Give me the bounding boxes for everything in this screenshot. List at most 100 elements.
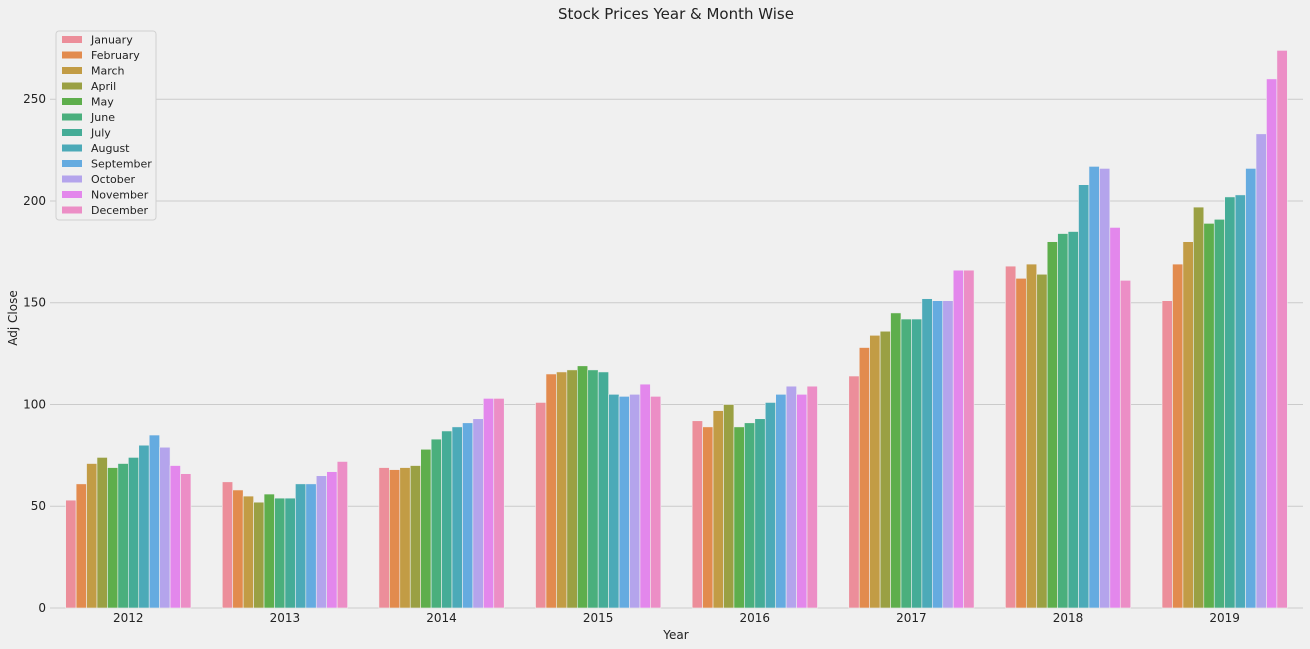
bar-2016-february	[702, 426, 714, 609]
legend-swatch	[62, 67, 82, 74]
bar-2018-july	[1067, 231, 1079, 609]
bar-2016-march	[712, 410, 724, 609]
bar-2018-march	[1025, 263, 1038, 609]
bar-2017-april	[879, 330, 891, 609]
bar-2012-november	[169, 465, 181, 609]
bar-2016-april	[723, 404, 735, 609]
y-tick-label: 150	[23, 296, 46, 310]
bar-2013-february	[232, 489, 244, 609]
legend-label: July	[90, 127, 111, 140]
bar-2015-october	[629, 394, 641, 609]
bar-2014-november	[483, 398, 495, 609]
legend-swatch	[62, 191, 82, 198]
bar-2018-december	[1119, 280, 1132, 609]
bar-2018-april	[1036, 273, 1048, 609]
bar-2019-december	[1276, 50, 1288, 609]
bar-2013-march	[242, 495, 254, 609]
legend-label: May	[91, 96, 114, 109]
bar-2015-september	[618, 396, 630, 609]
legend-swatch	[62, 144, 82, 152]
bar-2019-august	[1234, 194, 1246, 609]
legend-swatch	[62, 82, 82, 90]
bar-2012-august	[138, 444, 150, 609]
bar-2014-march	[399, 467, 411, 609]
bar-2019-may	[1203, 223, 1215, 609]
bar-2012-december	[180, 473, 192, 609]
bar-2012-september	[148, 434, 160, 609]
x-tick-label: 2017	[896, 611, 927, 625]
bar-2013-september	[305, 483, 317, 609]
bar-2017-december	[963, 269, 975, 609]
bar-2018-august	[1078, 184, 1090, 609]
bar-2017-january	[848, 375, 860, 609]
bar-2015-march	[556, 371, 568, 609]
bar-2013-april	[253, 501, 265, 609]
bar-2018-may	[1046, 241, 1058, 609]
bars	[65, 50, 1288, 609]
legend-label: October	[91, 173, 135, 186]
bar-2015-august	[608, 394, 620, 609]
bar-2018-february	[1015, 278, 1027, 609]
bar-2017-august	[921, 298, 933, 609]
bar-2017-november	[952, 269, 964, 609]
legend-label: November	[91, 189, 149, 202]
bar-2015-february	[545, 373, 557, 609]
legend: January February March April May June July Augu…	[55, 30, 157, 221]
bar-2014-july	[441, 430, 453, 609]
bar-2012-january	[65, 499, 77, 609]
bar-2018-october	[1099, 168, 1111, 609]
y-tick-label: 50	[31, 499, 46, 513]
bar-2013-august	[295, 483, 307, 609]
bar-2014-september	[462, 422, 474, 609]
legend-frame	[55, 30, 157, 221]
bar-2012-may	[107, 467, 119, 609]
bar-2016-january	[691, 420, 703, 609]
bar-2018-june	[1057, 233, 1069, 609]
legend-swatch	[62, 160, 82, 167]
bar-2015-november	[639, 383, 651, 609]
x-tick-label: 2015	[583, 611, 614, 625]
x-tick-label: 2012	[113, 611, 144, 625]
bar-2012-april	[96, 457, 108, 609]
bar-2015-april	[566, 369, 578, 609]
bar-2014-october	[472, 418, 484, 609]
x-tick-label: 2013	[270, 611, 301, 625]
bar-2014-june	[430, 438, 442, 609]
bar-2016-september	[775, 394, 787, 609]
y-tick-label: 0	[38, 601, 46, 615]
bar-2017-july	[911, 318, 923, 609]
bar-2018-november	[1109, 227, 1121, 609]
bar-2013-may	[263, 493, 275, 609]
bar-2014-january	[378, 467, 390, 609]
bar-2016-may	[733, 426, 745, 609]
legend-label: August	[91, 142, 130, 155]
x-tick-label: 2019	[1209, 611, 1240, 625]
legend-swatch	[62, 129, 82, 136]
bar-2015-may	[577, 365, 589, 609]
bar-2019-january	[1161, 300, 1173, 609]
bar-2013-july	[284, 497, 296, 609]
bar-2016-december	[806, 385, 818, 609]
y-tick-label: 200	[23, 194, 46, 208]
bar-2015-july	[597, 371, 609, 609]
legend-swatch	[62, 113, 82, 121]
y-axis: 0 50 100 150 200 250	[23, 92, 46, 615]
bar-2017-may	[890, 312, 902, 609]
bar-2019-october	[1255, 133, 1267, 609]
legend-swatch	[62, 98, 82, 105]
bar-2018-september	[1088, 166, 1100, 609]
x-tick-label: 2016	[740, 611, 771, 625]
x-axis: 2012 2013 2014 2015 2016 2017 2018 2019	[113, 611, 1240, 625]
y-tick-label: 100	[23, 397, 46, 411]
bar-2016-november	[796, 394, 808, 609]
bar-2014-february	[389, 469, 401, 609]
bar-2012-july	[128, 457, 140, 609]
bar-2014-december	[493, 398, 505, 609]
legend-label: April	[91, 80, 116, 93]
y-tick-label: 250	[23, 92, 46, 106]
bar-2016-july	[754, 418, 766, 609]
bar-2017-june	[900, 318, 912, 609]
bar-2017-february	[858, 347, 870, 609]
bar-2012-june	[117, 463, 129, 609]
